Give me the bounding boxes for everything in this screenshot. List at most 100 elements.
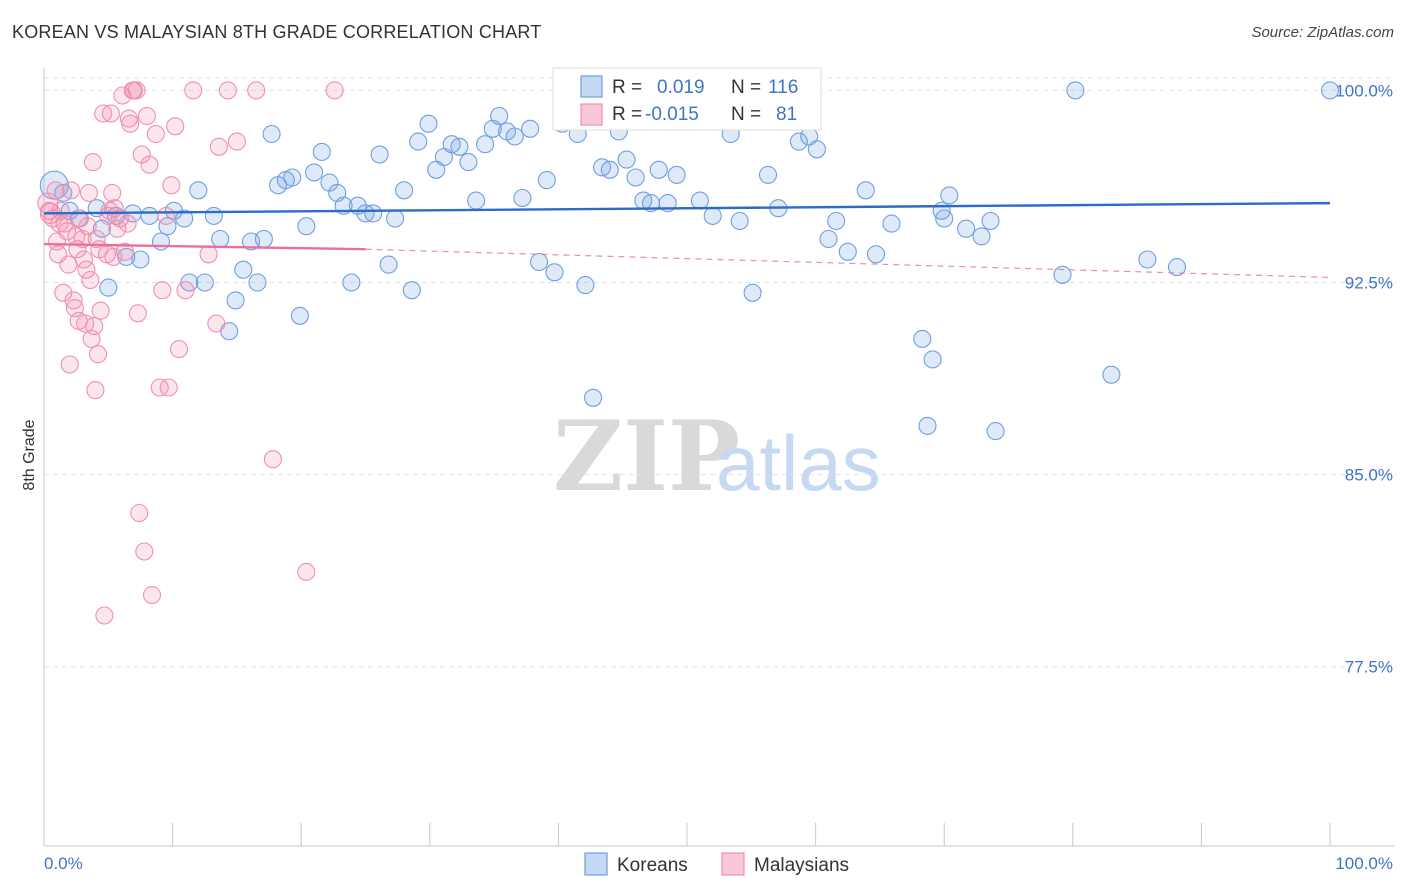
malaysian-point — [115, 242, 135, 261]
malaysian-point — [85, 317, 104, 336]
grid-lines — [44, 77, 1395, 668]
korean-point — [649, 160, 668, 179]
korean-point — [838, 242, 857, 261]
malaysian-point — [157, 206, 176, 225]
malaysian-point — [40, 201, 59, 220]
malaysian-point — [127, 81, 146, 100]
legend: R = 0.019 N = 116 R = -0.015 N = 81 — [552, 67, 822, 131]
malaysian-point — [325, 81, 344, 100]
korean-point — [584, 388, 603, 407]
legend-r-value-malaysian: -0.015 — [645, 104, 699, 125]
malaysian-point — [54, 283, 73, 302]
korean-point — [856, 181, 875, 200]
korean-point — [342, 273, 361, 292]
legend-n-value-malaysian: 81 — [776, 104, 797, 125]
korean-point — [1138, 250, 1157, 269]
korean-point — [600, 160, 619, 179]
korean-point — [923, 350, 942, 369]
korean-point — [690, 191, 709, 210]
malaysian-point — [130, 503, 149, 523]
malaysian-point — [209, 137, 228, 156]
korean-point — [248, 273, 267, 292]
korean-point — [99, 278, 118, 297]
y-tick-label: 77.5% — [1345, 658, 1393, 677]
malaysian-points — [37, 81, 344, 625]
malaysian-point — [162, 176, 181, 195]
korean-point — [234, 260, 253, 279]
korean-point — [617, 150, 636, 169]
korean-point — [986, 422, 1005, 441]
malaysian-point — [101, 104, 120, 123]
malaysian-point — [64, 291, 83, 310]
korean-point — [290, 306, 309, 325]
malaysian-point — [60, 355, 79, 374]
korean-point — [254, 229, 273, 249]
korean-point — [940, 186, 959, 205]
malaysian-point — [297, 562, 316, 581]
malaysian-point — [118, 214, 137, 233]
korean-point — [730, 211, 749, 231]
korean-point — [409, 132, 428, 151]
korean-point — [211, 229, 230, 249]
korean-point — [459, 153, 478, 172]
korean-point — [1066, 81, 1085, 100]
malaysian-point — [184, 81, 203, 100]
korean-point — [283, 168, 302, 187]
korean-point — [305, 163, 324, 182]
bottom-legend-label-malaysian: Malaysians — [754, 855, 849, 876]
korean-point — [312, 142, 331, 161]
malaysian-trend-line — [43, 242, 366, 251]
malaysian-point — [263, 450, 282, 469]
korean-point — [1102, 365, 1121, 384]
bottom-legend-swatch-malaysian — [721, 852, 745, 876]
watermark-atlas: atlas — [716, 419, 881, 507]
trend-lines — [43, 201, 1331, 278]
korean-point — [981, 211, 1000, 231]
chart-title: KOREAN VS MALAYSIAN 8TH GRADE CORRELATIO… — [12, 22, 542, 42]
malaysian-point — [135, 542, 154, 561]
bottom-legend-label-korean: Koreans — [617, 855, 688, 876]
korean-point — [175, 209, 194, 228]
korean-point — [703, 206, 722, 225]
y-axis-label: 8th Grade — [21, 419, 38, 490]
legend-n-label-malaysian: N = — [731, 104, 761, 125]
source-label: Source: ZipAtlas.com — [1251, 24, 1394, 41]
korean-point — [140, 206, 159, 225]
malaysian-point — [104, 247, 123, 266]
korean-point — [297, 217, 316, 236]
malaysian-point — [50, 214, 69, 233]
malaysian-point — [103, 183, 122, 202]
korean-point — [530, 252, 549, 272]
malaysian-point — [218, 81, 237, 100]
legend-r-label-malaysian: R = — [612, 104, 642, 125]
malaysian-trend-extension — [365, 248, 1331, 278]
malaysian-point — [140, 155, 159, 174]
korean-point — [131, 250, 150, 269]
korean-point — [356, 204, 375, 223]
malaysian-point — [108, 219, 127, 238]
malaysian-point — [81, 270, 100, 290]
korean-point — [364, 204, 383, 223]
korean-point — [789, 132, 808, 151]
y-tick-label: 92.5% — [1345, 274, 1393, 293]
korean-point — [807, 140, 826, 159]
malaysian-point — [78, 217, 97, 236]
korean-point — [819, 229, 838, 249]
bottom-legend: Koreans Malaysians — [584, 852, 849, 876]
korean-point — [204, 206, 223, 225]
korean-point — [957, 219, 976, 238]
korean-point — [935, 209, 954, 228]
malaysian-point — [176, 281, 195, 300]
malaysian-point — [199, 245, 218, 264]
korean-point — [450, 137, 469, 156]
korean-point — [743, 283, 762, 302]
malaysian-point — [87, 229, 106, 249]
korean-point — [1053, 265, 1072, 284]
legend-swatch-korean — [580, 75, 603, 98]
korean-point — [545, 263, 564, 282]
watermark-zip: ZIP — [553, 400, 740, 513]
korean-point — [626, 168, 645, 187]
korean-point — [513, 188, 532, 208]
korean-point — [262, 124, 281, 144]
